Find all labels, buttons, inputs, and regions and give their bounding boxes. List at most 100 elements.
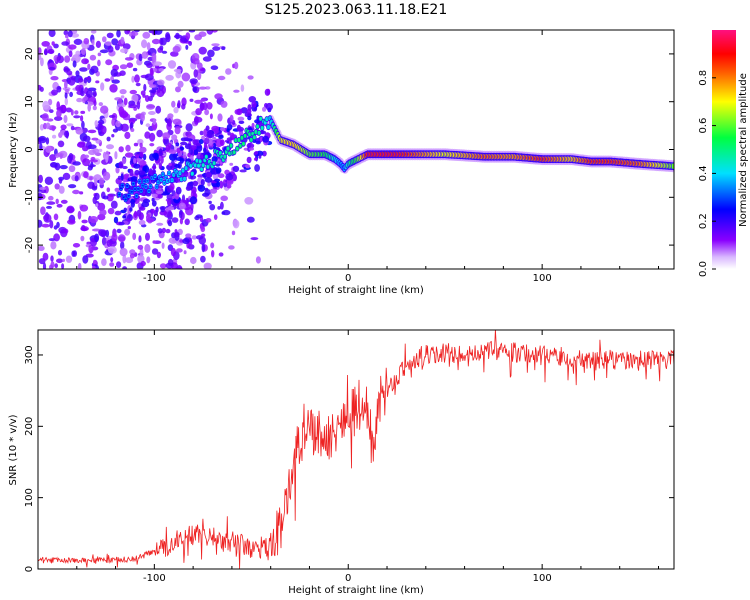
spectrogram-cell [161,50,168,54]
spectrogram-cell [228,245,235,250]
spectrogram-cell [56,55,64,64]
spectrogram-cell [177,100,181,109]
spectrogram-cell [56,101,60,110]
spectrogram-cell [167,219,173,227]
colorbar-ticks: 0.0 0.2 0.4 0.6 0.8 [698,70,716,277]
spectrogram-cell [123,97,128,106]
spectrogram-cell [129,89,137,95]
spectrogram-cell [58,185,65,194]
spectrogram-cell [72,161,81,166]
spectrogram-cell [237,116,245,122]
spectrogram-cell [159,263,167,269]
spectrogram-cell [57,249,63,256]
spectrogram-cell [157,228,163,234]
spectrogram-cell [124,198,127,201]
spectrogram-cell [247,104,252,111]
spectrogram-cell [153,61,162,66]
spectrogram-cell [82,135,91,142]
spectrogram-cell [99,177,105,186]
spectrogram-cell [61,263,65,269]
spectrogram-cell [184,143,192,150]
spectrogram-cell [99,209,107,216]
spectrogram-cell [116,228,122,234]
spectrogram-cell [236,108,243,116]
spectrogram-cell [200,168,203,171]
spectrogram-cell [39,186,46,191]
spectrogram-cell [251,132,254,135]
spectrogram-cell [119,64,128,70]
spectrogram-cell [117,175,122,180]
spectrogram-cell [176,265,183,269]
spectrogram-cell [183,250,187,255]
spectrogram-cell [109,84,118,93]
spectrogram-cell [201,243,206,253]
colorbar-gradient [712,30,736,269]
spectrogram-cell [170,247,176,257]
spectrogram-cell [101,258,107,266]
spectrogram-cell [78,77,84,83]
spectrogram-cell [138,212,144,221]
spectrogram-cell [118,193,121,196]
spectrogram-cell [232,173,237,182]
spectrogram-cell [148,111,156,115]
spectrogram-cell [202,102,208,111]
spectrogram-cell [225,150,228,153]
spectrogram-cell [194,99,203,104]
spectrogram-cell [92,105,97,111]
spectrogram-cell [197,152,202,156]
spectrogram-cell [219,139,225,147]
spectrogram-cell [91,265,96,269]
spectrogram-cell [68,184,77,189]
spectrogram-cell [102,36,107,43]
spectrogram-cell [183,137,189,142]
spectrogram-cell [69,91,73,98]
spectrogram-cell [130,128,135,132]
spectrogram-cell [79,67,88,72]
spectrogram-cell [199,138,204,145]
snr-x-ticks: -100 0 100 [37,330,659,584]
spectrogram-cell [130,176,138,182]
spectrogram-cell [138,53,143,62]
spectrogram-cell [120,36,125,45]
spectrogram-cell [179,239,184,243]
spectrogram-cell [49,109,54,113]
spectrogram-cell [246,216,255,223]
spectrogram-cell [255,140,261,145]
spectrogram-cell [177,80,184,88]
spectrogram-cell [167,172,171,175]
spectrogram-cell [84,154,90,159]
spectrogram-cell [108,114,116,118]
spectrogram-heatmap [38,30,674,269]
snr-y-label: SNR (10 * v/v) [8,414,19,485]
spectrogram-cell [106,187,111,193]
spectrogram-cell [86,241,91,245]
spectrogram-cell [111,233,118,242]
spectrogram-cell [56,258,63,264]
spectrogram-cell [158,148,163,155]
spectrogram-cell [157,79,165,86]
spectrogram-cell [66,123,74,127]
spectrogram-cell [204,109,210,116]
spectrogram-cell [166,194,174,200]
spectrogram-cell [139,151,144,158]
spectrogram-cell [142,31,151,39]
spectrogram-cell [79,191,84,195]
snr-series-line [38,330,674,569]
spectrogram-cell [77,143,84,148]
spectrogram-cell [118,221,125,226]
spectrogram-cell [160,206,165,213]
spectrogram-cell [120,95,125,99]
spectrogram-cell [219,180,224,189]
spectrogram-cell [98,229,107,237]
spectrogram-cell [232,219,240,229]
spectrogram-cell [64,55,71,63]
spectrogram-cell [133,142,139,147]
spectrogram-cell [93,259,97,265]
spectrogram-cell [105,59,113,66]
spectrogram-cell [39,142,43,151]
spectrogram-cell [91,39,95,46]
spectrogram-cell [174,163,181,169]
spectrogram-cell [206,165,210,168]
spectrogram-cell [77,210,82,220]
